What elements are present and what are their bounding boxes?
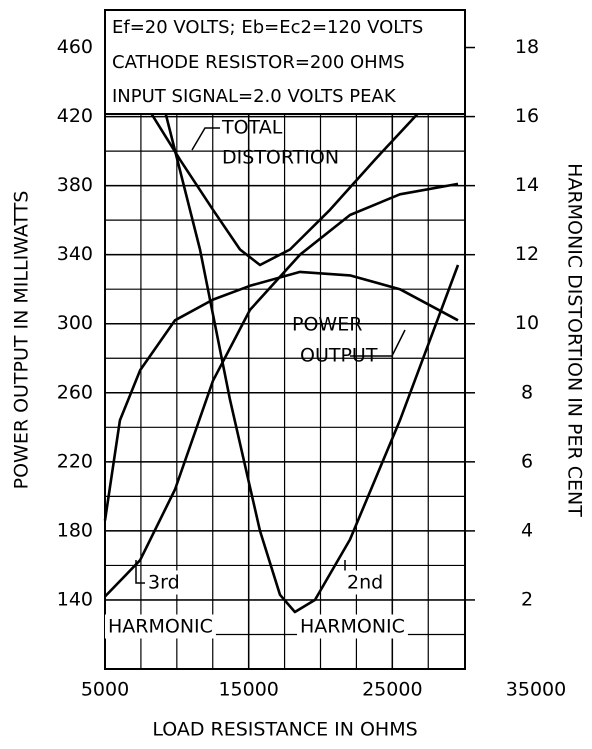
y-axis-title: POWER OUTPUT IN MILLIWATTS	[11, 191, 33, 490]
y-tick-label: 460	[57, 36, 93, 58]
y2-tick-label: 10	[515, 312, 539, 334]
curve-label: HARMONIC	[108, 616, 213, 638]
curve	[163, 111, 460, 614]
x-tick-label: 25000	[362, 679, 422, 701]
y-tick-label: 420	[57, 105, 93, 127]
curve-label: 2nd	[347, 572, 383, 594]
curve-label: TOTAL	[221, 117, 283, 139]
y2-tick-label: 14	[515, 174, 539, 196]
y-tick-label: 340	[57, 243, 93, 265]
curve-label: 3rd	[148, 572, 180, 594]
annotation: Ef=20 VOLTS; Eb=Ec2=120 VOLTS	[112, 17, 423, 38]
x-axis-title: LOAD RESISTANCE IN OHMS	[152, 719, 417, 741]
label-background	[105, 614, 216, 639]
y2-axis-title: HARMONIC DISTORTION IN PER CENT	[564, 163, 586, 517]
y2-tick-label: 16	[515, 105, 539, 127]
label-background	[297, 614, 408, 639]
label-leader	[350, 329, 406, 357]
x-tick-label: 15000	[218, 679, 278, 701]
label-background	[344, 570, 387, 595]
x-tick-label: 35000	[506, 679, 566, 701]
y2-tick-label: 2	[521, 588, 533, 610]
curve-label: HARMONIC	[300, 616, 405, 638]
y-tick-label: 220	[57, 450, 93, 472]
y2-tick-label: 18	[515, 36, 539, 58]
label-leader	[191, 127, 220, 151]
y-tick-label: 180	[57, 519, 93, 541]
label-background	[145, 570, 183, 595]
y2-tick-label: 8	[521, 381, 533, 403]
y-tick-label: 260	[57, 381, 93, 403]
label-leader	[135, 560, 146, 584]
curve-label: DISTORTION	[222, 147, 339, 169]
y2-tick-label: 12	[515, 243, 539, 265]
y2-tick-label: 4	[521, 519, 533, 541]
grid	[104, 12, 475, 670]
y-tick-label: 140	[57, 588, 93, 610]
curve-label: POWER	[292, 314, 362, 336]
annotation: INPUT SIGNAL=2.0 VOLTS PEAK	[112, 86, 397, 107]
curves	[103, 110, 460, 614]
y-tick-label: 380	[57, 174, 93, 196]
annotation: CATHODE RESISTOR=200 OHMS	[112, 52, 405, 73]
curve-label: OUTPUT	[300, 345, 378, 367]
annotation-box	[104, 9, 466, 115]
x-tick-label: 5000	[81, 679, 129, 701]
y-tick-label: 300	[57, 312, 93, 334]
y2-tick-label: 6	[521, 450, 533, 472]
curve	[103, 270, 459, 521]
curve	[148, 110, 421, 267]
curve	[104, 182, 459, 598]
